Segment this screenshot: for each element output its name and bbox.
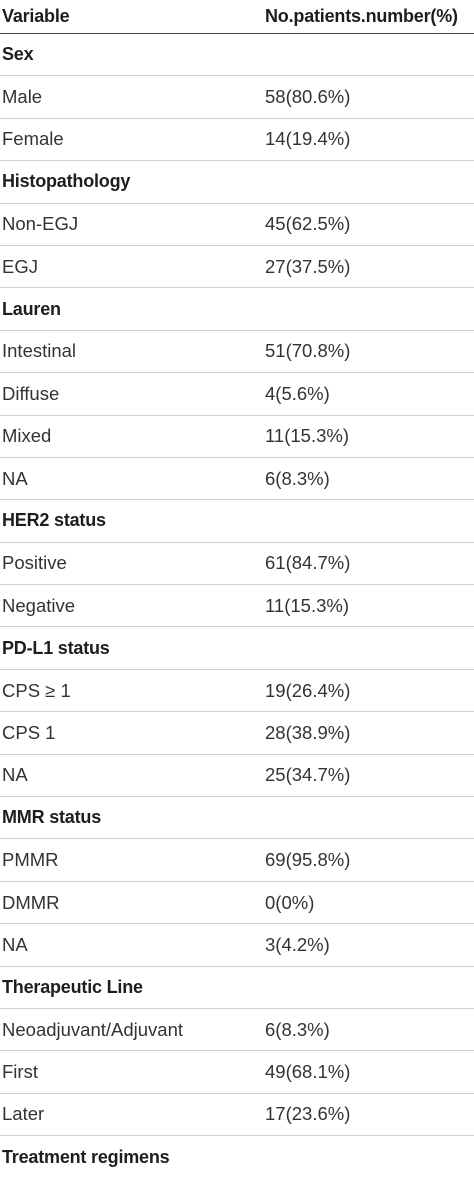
row-label: Positive	[2, 552, 67, 574]
table-row: EGJ 27(37.5%)	[0, 246, 474, 289]
section-header-row: MMR status	[0, 797, 474, 840]
row-label: NA	[2, 933, 28, 955]
table-header-row: Variable No.patients.number(%)	[0, 0, 474, 34]
row-value: 28(38.9%)	[265, 721, 351, 743]
row-label: Intestinal	[2, 340, 77, 362]
table-row: CPS 1 28(38.9%)	[0, 712, 474, 755]
section-header-row: Sex	[0, 34, 474, 77]
row-label: Non-EGJ	[2, 213, 79, 235]
table-row: Female 14(19.4%)	[0, 119, 474, 162]
row-value: 6(8.3%)	[265, 467, 330, 489]
header-count: No.patients.number(%)	[265, 6, 458, 26]
table-row: Male 58(80.6%)	[0, 76, 474, 119]
section-label: Histopathology	[2, 171, 131, 192]
table-row: Non-EGJ 45(62.5%)	[0, 204, 474, 246]
table-row: CPS ≥ 1 19(26.4%)	[0, 670, 474, 713]
row-label: PMMR	[2, 849, 59, 871]
section-header-row: Treatment regimens	[0, 1136, 474, 1178]
row-value: 11(15.3%)	[265, 425, 349, 447]
table-row: Later 17(23.6%)	[0, 1094, 474, 1137]
table-row: Mixed 11(15.3%)	[0, 416, 474, 458]
table-row: NA 3(4.2%)	[0, 924, 474, 967]
row-value: 4(5.6%)	[265, 382, 330, 404]
row-label: CPS 1	[2, 721, 56, 743]
section-label: HER2 status	[2, 510, 106, 531]
row-value: 25(34.7%)	[265, 764, 351, 786]
section-label: MMR status	[2, 807, 102, 828]
table-row: Intestinal 51(70.8%)	[0, 331, 474, 374]
header-variable: Variable	[2, 6, 70, 26]
section-header-row: Therapeutic Line	[0, 967, 474, 1009]
row-label: First	[2, 1061, 38, 1083]
table-body: Sex Male 58(80.6%) Female 14(19.4%) Histopath…	[0, 34, 474, 1179]
row-value: 17(23.6%)	[265, 1103, 351, 1125]
row-label: Mixed	[2, 425, 52, 447]
table-row: NA 25(34.7%)	[0, 755, 474, 798]
row-value: 0(0%)	[265, 891, 315, 913]
table-row: First 49(68.1%)	[0, 1051, 474, 1094]
row-value: 14(19.4%)	[265, 128, 351, 150]
section-label: Therapeutic Line	[2, 976, 143, 997]
table-row: Negative 11(15.3%)	[0, 585, 474, 628]
row-label: NA	[2, 467, 28, 489]
table-row: Neoadjuvant/Adjuvant 6(8.3%)	[0, 1009, 474, 1052]
section-label: Sex	[2, 44, 34, 65]
section-header-row: Histopathology	[0, 161, 474, 204]
row-label: Diffuse	[2, 382, 60, 404]
row-value: 51(70.8%)	[265, 340, 351, 362]
section-label: Treatment regimens	[2, 1146, 170, 1167]
section-label: PD-L1 status	[2, 637, 110, 658]
row-value: 3(4.2%)	[265, 933, 330, 955]
row-value: 11(15.3%)	[265, 594, 349, 616]
table-row: Positive 61(84.7%)	[0, 543, 474, 586]
table-row: PMMR 69(95.8%)	[0, 839, 474, 882]
row-value: 58(80.6%)	[265, 86, 351, 108]
section-header-row: PD-L1 status	[0, 627, 474, 670]
row-value: 6(8.3%)	[265, 1018, 330, 1040]
row-value: 27(37.5%)	[265, 255, 351, 277]
row-label: CPS ≥ 1	[2, 679, 71, 701]
row-label: DMMR	[2, 891, 60, 913]
section-header-row: Lauren	[0, 288, 474, 331]
table-row: Diffuse 4(5.6%)	[0, 373, 474, 416]
row-label: NA	[2, 764, 28, 786]
table-row: DMMR 0(0%)	[0, 882, 474, 925]
row-value: 61(84.7%)	[265, 552, 351, 574]
row-value: 69(95.8%)	[265, 849, 351, 871]
row-label: EGJ	[2, 255, 38, 277]
row-label: Neoadjuvant/Adjuvant	[2, 1018, 184, 1040]
row-value: 49(68.1%)	[265, 1061, 351, 1083]
row-value: 19(26.4%)	[265, 679, 351, 701]
row-value: 45(62.5%)	[265, 213, 351, 235]
row-label: Later	[2, 1103, 45, 1125]
row-label: Negative	[2, 594, 76, 616]
section-label: Lauren	[2, 298, 61, 319]
row-label: Female	[2, 128, 64, 150]
row-label: Male	[2, 86, 43, 108]
table-row: NA 6(8.3%)	[0, 458, 474, 501]
section-header-row: HER2 status	[0, 500, 474, 543]
